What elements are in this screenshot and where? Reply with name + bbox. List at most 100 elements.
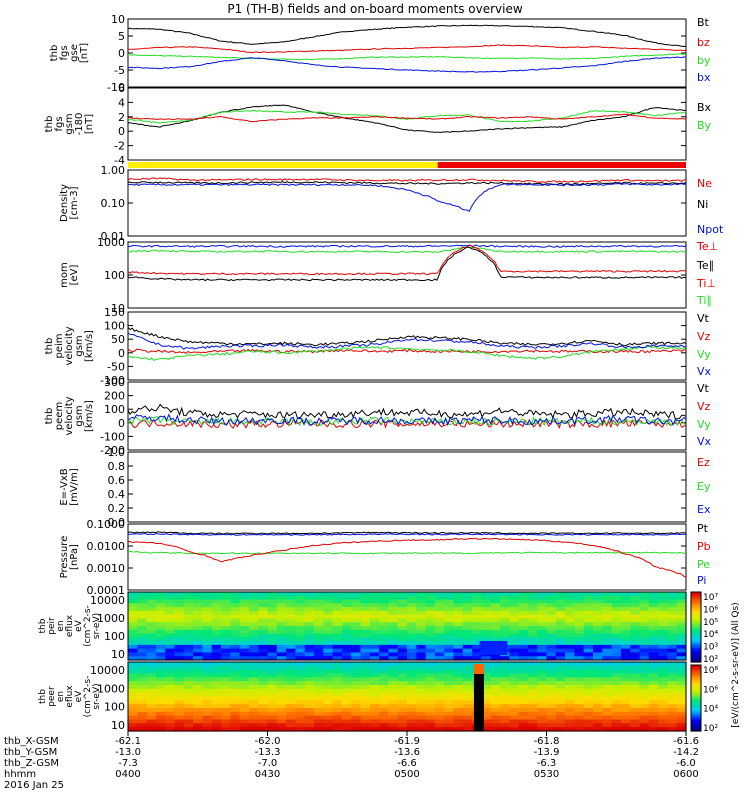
colorbar-cell — [691, 599, 701, 602]
spectrogram-cell — [537, 692, 548, 698]
spectrogram-cell — [537, 719, 548, 724]
spectrogram-cell — [388, 688, 399, 694]
spectrogram-cell — [341, 641, 352, 646]
spectrogram-cell — [630, 669, 641, 675]
spectrogram-cell — [583, 688, 594, 694]
colorbar-cell — [691, 634, 701, 637]
spectrogram-cell — [667, 652, 678, 657]
y-tick-label: 150 — [104, 306, 125, 319]
spectrogram-cell — [267, 696, 278, 701]
spectrogram-cell — [574, 641, 585, 646]
spectrogram-cell — [518, 637, 529, 642]
series-line-ivel-Vx — [127, 332, 687, 350]
spectrogram-cell — [323, 603, 334, 608]
spectrogram-cell — [286, 677, 296, 682]
spectrogram-cell — [388, 633, 399, 638]
spectrogram-cell — [248, 644, 259, 650]
spectrogram-cell — [490, 685, 501, 690]
spectrogram-cell — [211, 618, 222, 623]
spectrogram-cell — [583, 681, 594, 686]
spectrogram-cell — [397, 599, 408, 604]
spectrogram-cell — [351, 622, 362, 627]
y-tick-label: -100 — [100, 430, 125, 443]
spectrogram-cell — [620, 592, 631, 597]
spectrogram-cell — [230, 700, 241, 705]
spectrogram-cell — [341, 692, 352, 698]
spectrogram-cell — [444, 719, 455, 724]
spectrogram-cell — [416, 610, 427, 616]
legend-entry: Pe — [697, 558, 710, 571]
spectrogram-cell — [314, 599, 324, 604]
spectrogram-cell — [574, 592, 585, 597]
spectrogram-cell — [258, 652, 269, 657]
y-tick-label: 1000 — [97, 682, 125, 695]
spectrogram-cell — [314, 614, 324, 620]
spectrogram-cell — [369, 610, 380, 616]
spectrogram-cell — [620, 595, 631, 601]
colorbar-cell — [691, 680, 701, 684]
spectrogram-cell — [453, 719, 464, 724]
spectrogram-cell — [602, 633, 613, 638]
spectrogram-cell — [593, 633, 603, 638]
spectrogram-cell — [444, 614, 455, 620]
spectrogram-cell — [462, 708, 473, 713]
spectrogram-cell — [639, 688, 650, 694]
spectrogram-cell — [453, 723, 464, 728]
spectrogram-cell — [137, 644, 148, 650]
spectrogram-cell — [341, 648, 352, 654]
spectrogram-cell — [341, 618, 352, 623]
spectrogram-event — [479, 641, 508, 655]
spectrogram-cell — [658, 629, 668, 635]
spectrogram-cell — [258, 727, 269, 732]
spectrogram-cell — [602, 648, 613, 654]
spectrogram-cell — [518, 669, 529, 675]
spectrogram-cell — [211, 656, 222, 661]
spectrogram-cell — [407, 607, 417, 612]
spectrogram-cell — [388, 595, 399, 601]
spectrogram-cell — [174, 592, 185, 597]
spectrogram-cell — [165, 692, 176, 698]
spectrogram-cell — [630, 648, 641, 654]
spectrogram-cell — [481, 719, 492, 724]
spectrogram-cell — [481, 610, 492, 616]
spectrogram-cell — [416, 614, 427, 620]
spectrogram-cell — [276, 688, 287, 694]
colorbar-cell — [691, 620, 701, 623]
spectrogram-cell — [453, 595, 464, 601]
spectrogram-cell — [639, 641, 650, 646]
spectrogram-cell — [555, 599, 566, 604]
spectrogram-cell — [388, 603, 399, 608]
spectrogram-cell — [416, 618, 427, 623]
spectrogram-cell — [239, 711, 250, 717]
spectrogram-cell — [602, 685, 613, 690]
spectrogram-cell — [341, 700, 352, 705]
spectrogram-cell — [230, 681, 241, 686]
spectrogram-cell — [146, 610, 157, 616]
spectrogram-cell — [537, 626, 548, 631]
spectrogram-cell — [648, 677, 659, 682]
spectrogram-cell — [434, 652, 445, 657]
spectrogram-cell — [230, 711, 241, 717]
x-tick-label: -13.9 — [534, 747, 560, 758]
spectrogram-cell — [295, 622, 306, 627]
spectrogram-cell — [360, 696, 371, 701]
spectrogram-cell — [332, 711, 343, 717]
spectrogram-cell — [183, 644, 194, 650]
spectrogram-cell — [611, 629, 622, 635]
spectrogram-cell — [407, 704, 417, 709]
spectrogram-cell — [211, 607, 222, 612]
spectrogram-cell — [546, 626, 557, 631]
spectrogram-cell — [527, 610, 538, 616]
spectrogram-cell — [248, 648, 259, 654]
spectrogram-cell — [360, 652, 371, 657]
spectrogram-cell — [174, 700, 185, 705]
spectrogram-cell — [453, 622, 464, 627]
spectrogram-cell — [379, 708, 389, 713]
spectrogram-cell — [174, 727, 185, 732]
spectrogram-cell — [518, 603, 529, 608]
spectrogram-cell — [146, 633, 157, 638]
spectrogram-cell — [304, 704, 315, 709]
spectrogram-cell — [630, 700, 641, 705]
spectrogram-cell — [648, 696, 659, 701]
spectrogram-cell — [174, 644, 185, 650]
